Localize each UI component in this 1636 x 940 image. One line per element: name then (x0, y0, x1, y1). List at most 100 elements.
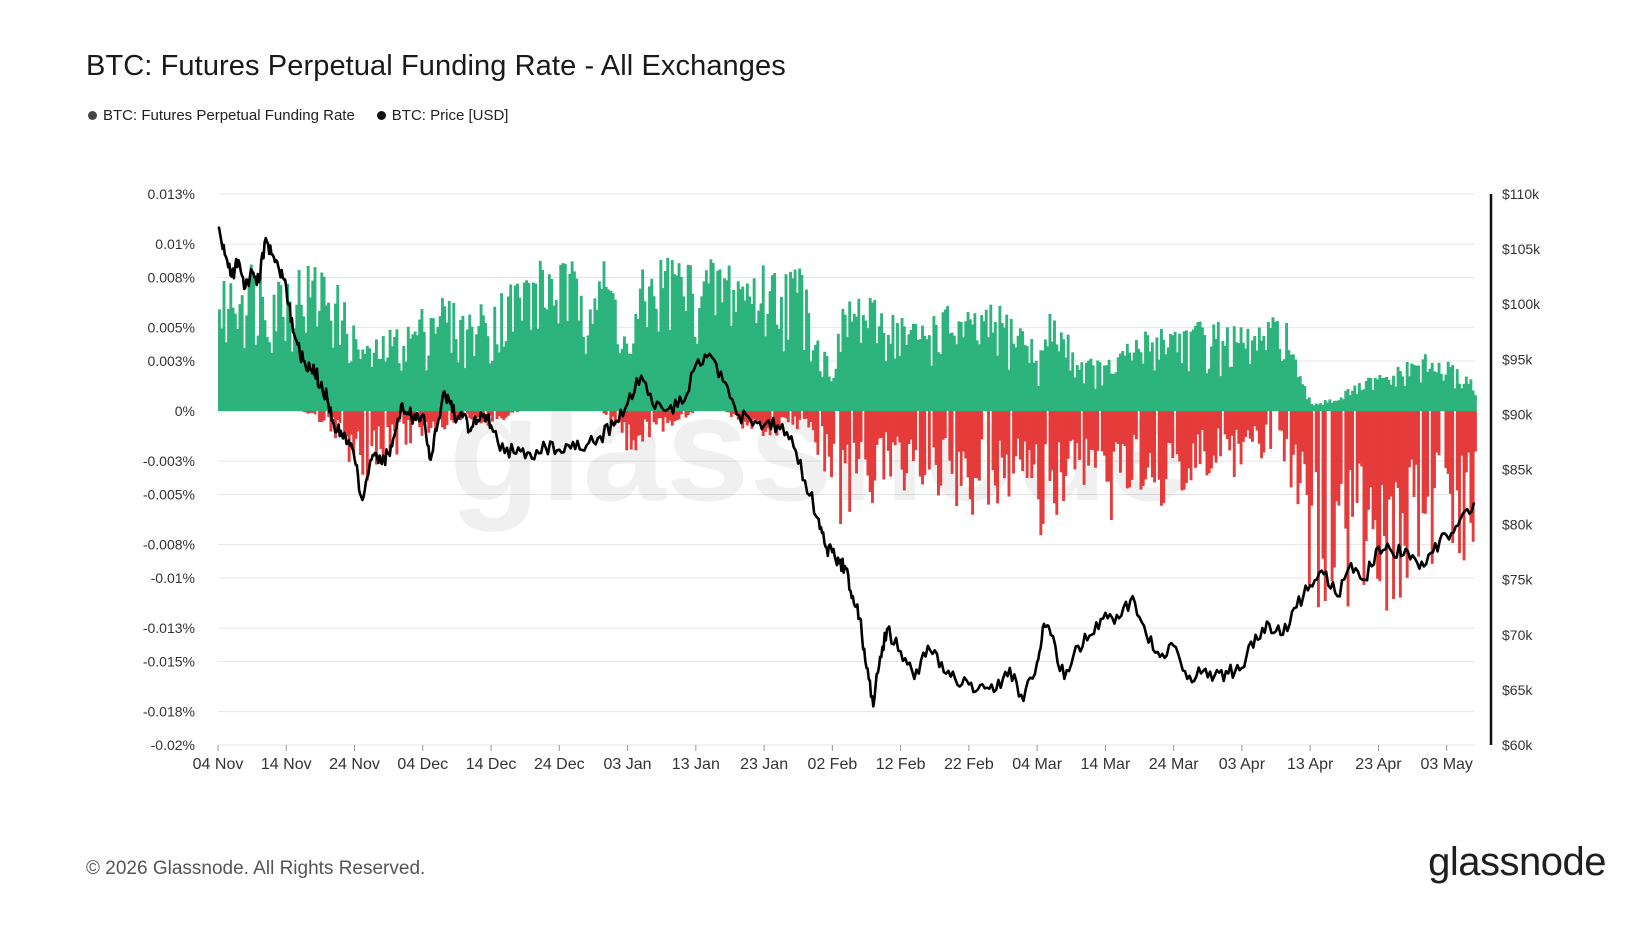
funding-bar-negative (1228, 411, 1232, 451)
funding-bar-negative (1219, 411, 1223, 457)
funding-bar-negative (1262, 411, 1266, 453)
funding-bar-positive (425, 370, 428, 412)
funding-bar-positive (675, 275, 679, 412)
funding-bar-negative (962, 411, 965, 452)
funding-bar-positive (1460, 388, 1464, 412)
funding-bar-positive (923, 335, 927, 412)
funding-bar-positive (1294, 359, 1298, 412)
funding-bar-negative (1410, 411, 1414, 460)
funding-bar-negative (1282, 411, 1286, 462)
funding-bar-positive (645, 327, 649, 412)
funding-bar-positive (477, 326, 481, 412)
funding-bar-positive (1453, 388, 1457, 412)
left-tick-label: 0.003% (148, 353, 195, 369)
funding-bar-positive (384, 361, 387, 412)
funding-bar-positive (338, 344, 342, 412)
funding-bar-positive (586, 335, 590, 412)
funding-bar-negative (1317, 411, 1320, 608)
funding-bar-positive (320, 272, 324, 412)
x-tick-label: 04 Dec (397, 756, 448, 773)
funding-bar-positive (340, 320, 344, 412)
funding-bar-negative (725, 411, 729, 413)
funding-bar-positive (238, 304, 242, 412)
funding-bar-negative (1123, 411, 1127, 447)
funding-bar-positive (950, 332, 954, 412)
funding-bar-positive (957, 321, 961, 412)
funding-bar-positive (663, 271, 667, 412)
funding-bar-negative (379, 411, 383, 450)
funding-bar-positive (1100, 385, 1104, 412)
funding-bar-positive (914, 323, 918, 412)
funding-bar-negative (934, 411, 938, 465)
funding-bar-positive (729, 325, 733, 412)
funding-bar-positive (946, 306, 949, 412)
funding-bar-positive (313, 267, 317, 412)
funding-bar-positive (777, 328, 781, 412)
funding-bar-positive (368, 348, 372, 412)
funding-bar-positive (1392, 375, 1395, 412)
funding-bar-negative (1198, 411, 1202, 465)
funding-bar-positive (1139, 352, 1143, 412)
funding-bar-negative (886, 411, 890, 451)
funding-bar-positive (695, 343, 699, 412)
funding-bar-negative (504, 411, 508, 418)
funding-bar-negative (875, 411, 879, 445)
funding-bar-negative (795, 411, 799, 430)
funding-bar-positive (1121, 350, 1125, 412)
funding-bar-positive (848, 301, 852, 412)
funding-bar-negative (425, 411, 428, 423)
funding-bar-positive (707, 283, 711, 412)
funding-bar-positive (233, 313, 237, 412)
funding-bar-positive (720, 302, 724, 412)
funding-bar-positive (620, 348, 624, 412)
funding-bar-negative (1059, 411, 1063, 473)
funding-bar-positive (345, 333, 349, 412)
funding-bar-negative (354, 411, 358, 439)
funding-bar-positive (1171, 335, 1175, 412)
funding-bar-negative (1162, 411, 1166, 503)
funding-bar-positive (1266, 321, 1270, 412)
funding-bar-positive (629, 353, 633, 412)
funding-bar-negative (809, 411, 813, 423)
funding-bar-negative (613, 411, 617, 425)
funding-bar-negative (604, 411, 608, 415)
funding-bar-negative (1119, 411, 1122, 473)
funding-bar-positive (454, 339, 458, 412)
funding-bar-positive (775, 324, 779, 412)
funding-bar-positive (613, 299, 617, 412)
legend-item-price[interactable]: BTC: Price [USD] (376, 107, 508, 124)
funding-bar-positive (359, 359, 362, 412)
funding-bar-positive (1169, 334, 1172, 412)
funding-bar-positive (1037, 385, 1041, 412)
x-tick-label: 14 Nov (261, 756, 312, 773)
funding-bar-negative (1216, 411, 1220, 429)
funding-bar-positive (513, 285, 517, 412)
funding-bar-positive (1114, 372, 1118, 412)
funding-bar-positive (673, 274, 676, 412)
funding-bar-negative (679, 411, 683, 415)
funding-bar-negative (1269, 411, 1273, 449)
funding-bar-negative (1141, 411, 1145, 486)
legend-item-funding-rate[interactable]: BTC: Futures Perpetual Funding Rate (88, 107, 355, 124)
funding-bar-negative (937, 411, 940, 496)
funding-bar-positive (1271, 317, 1275, 412)
funding-bar-positive (481, 315, 485, 412)
funding-bar-positive (445, 322, 449, 412)
funding-bar-positive (625, 343, 629, 412)
funding-bar-positive (911, 323, 915, 412)
funding-bar-negative (404, 411, 408, 445)
funding-bar-negative (1323, 411, 1327, 601)
funding-bar-positive (511, 331, 515, 412)
funding-bar-negative (1066, 411, 1070, 459)
funding-bar-positive (1048, 313, 1052, 412)
funding-bar-positive (475, 334, 478, 412)
funding-bar-positive (529, 329, 533, 412)
funding-bar-positive (602, 261, 606, 412)
funding-bar-negative (752, 411, 756, 420)
funding-bar-negative (959, 411, 963, 486)
funding-bar-positive (497, 352, 501, 412)
funding-bar-negative (1310, 411, 1314, 506)
funding-bar-negative (802, 411, 806, 420)
funding-bar-negative (939, 411, 943, 486)
funding-bar-negative (966, 411, 970, 478)
